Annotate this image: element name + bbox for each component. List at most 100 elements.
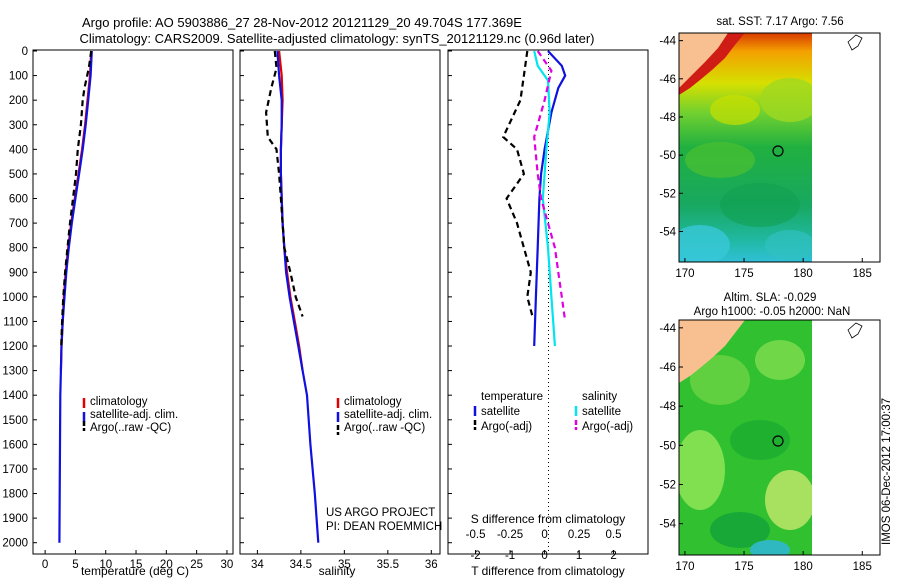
depth-tick-label: 200 <box>9 95 28 107</box>
map-x-tick-label: 180 <box>794 561 813 573</box>
legend-climatology: climatology <box>344 396 402 408</box>
timestamp: IMOS 06-Dec-2012 17:00:37 <box>881 398 893 545</box>
sla-patches <box>679 340 812 555</box>
x-tick-label: 25 <box>190 559 203 571</box>
map-y-tick-label: -46 <box>659 362 676 374</box>
series-line-argo <box>264 50 304 317</box>
map-y-tick-label: -46 <box>659 74 676 86</box>
temperature-panel: 0 5 10 15 20 25 30 0 100 200 300 400 500 600 700 800 90… <box>2 46 452 578</box>
argo-position-marker <box>772 145 784 157</box>
x-tick-label: -2 <box>470 550 480 562</box>
x-tick-label: 1 <box>576 550 582 562</box>
x-tick-label: 0 <box>42 559 48 571</box>
s-tick-label: 0.25 <box>568 529 590 541</box>
difference-series <box>501 50 567 347</box>
temperature-ticks: 0 5 10 15 20 25 30 <box>42 550 233 571</box>
map-y-tick-label: -48 <box>659 112 676 124</box>
s-tick-label: -0.25 <box>497 529 523 541</box>
temperature-plot-frame <box>32 49 234 555</box>
x-tick-label: 10 <box>99 559 112 571</box>
sst-map-frame <box>678 32 881 263</box>
x-tick-label: 30 <box>221 559 234 571</box>
salinity-xlabel: salinity <box>319 564 356 578</box>
depth-tick-label: 1300 <box>2 366 28 378</box>
salinity-plot-frame <box>239 49 441 555</box>
depth-tick-label: 1200 <box>2 341 28 353</box>
depth-tick-label: 600 <box>9 194 28 206</box>
depth-tick-label: 2000 <box>2 538 28 550</box>
s-tick-label: 0.5 <box>606 529 622 541</box>
salinity-diff-ticks: -0.5 -0.25 0 0.25 0.5 <box>466 529 622 541</box>
legend-climatology: climatology <box>90 396 148 408</box>
legend-argo: Argo(..raw -QC) <box>90 422 171 434</box>
depth-tick-label: 1900 <box>2 513 28 525</box>
difference-panel: -2 -1 0 1 2 -0.5 -0.25 0 0.25 0.5 S difference f… <box>447 49 649 578</box>
map-y-tick-label: -54 <box>659 226 676 238</box>
figure-title-line1: Argo profile: AO 5903886_27 28-Nov-2012 … <box>82 15 522 30</box>
legend-argo: Argo(..raw -QC) <box>344 422 425 434</box>
argo-position-marker <box>772 435 784 447</box>
depth-ticks: 0 100 200 300 400 500 600 700 800 900 1000 1100 1200… <box>2 46 452 550</box>
series-line-t-satellite <box>533 50 567 347</box>
salinity-ticks: 34 34.5 35 35.5 36 <box>251 550 438 571</box>
t-diff-label: T difference from climatology <box>471 564 625 578</box>
depth-tick-label: 500 <box>9 169 28 181</box>
depth-tick-label: 0 <box>22 46 28 58</box>
x-tick-label: 5 <box>72 559 78 571</box>
sla-blank <box>812 320 880 555</box>
depth-tick-label: 300 <box>9 120 28 132</box>
series-line-s-satellite <box>533 50 556 347</box>
depth-tick-label: 700 <box>9 218 28 230</box>
depth-tick-label: 1600 <box>2 439 28 451</box>
legend-salinity-title: salinity <box>582 391 617 403</box>
series-line-t-argo <box>501 50 534 317</box>
sla-island <box>847 322 863 339</box>
sla-map-ticks: 170 175 180 185 -44 -46 -48 -50 -52 -54 <box>659 323 871 573</box>
legend-s-satellite: satellite <box>582 406 621 418</box>
legend-satellite: satellite-adj. clim. <box>90 409 178 421</box>
map-x-tick-label: 185 <box>853 268 872 280</box>
map-y-tick-label: -48 <box>659 401 676 413</box>
salinity-series <box>264 50 320 543</box>
depth-tick-label: 100 <box>9 71 28 83</box>
salinity-panel: 34 34.5 35 35.5 36 salinity climatology sate… <box>239 49 442 578</box>
depth-tick-label: 900 <box>9 267 28 279</box>
s-tick-label: -0.5 <box>466 529 486 541</box>
depth-tick-label: 400 <box>9 144 28 156</box>
series-line-climatology <box>59 50 93 371</box>
series-line-argo <box>60 50 93 347</box>
difference-legend: temperature satellite Argo(-adj) salinit… <box>473 391 633 433</box>
legend-s-argo: Argo(-adj) <box>582 421 633 433</box>
depth-tick-label: 1400 <box>2 390 28 402</box>
map-y-tick-label: -44 <box>659 323 676 335</box>
map-x-tick-label: 185 <box>853 561 872 573</box>
x-tick-label: 0 <box>541 550 547 562</box>
pi-annotation: PI: DEAN ROEMMICH <box>326 521 442 533</box>
legend-t-satellite: satellite <box>481 406 520 418</box>
sst-blank <box>812 33 880 262</box>
map-y-tick-label: -44 <box>659 36 676 48</box>
sst-map-ticks: 170 175 180 185 -44 -46 -48 -50 -52 -54 <box>659 36 871 280</box>
s-tick-label: 0 <box>541 529 547 541</box>
map-x-tick-label: 180 <box>794 268 813 280</box>
sst-map-panel: sat. SST: 7.17 Argo: 7.56 <box>659 16 881 280</box>
x-tick-label: 35 <box>338 559 351 571</box>
temperature-xlabel: temperature (deg C) <box>81 564 189 578</box>
s-diff-label: S difference from climatology <box>471 512 626 526</box>
x-tick-label: 2 <box>610 550 616 562</box>
salinity-legend: climatology satellite-adj. clim. Argo(..… <box>336 396 432 435</box>
sst-warm-front <box>679 33 745 95</box>
x-tick-label: 34 <box>251 559 264 571</box>
map-y-tick-label: -54 <box>659 519 676 531</box>
x-tick-label: -1 <box>505 550 515 562</box>
x-tick-label: 36 <box>425 559 438 571</box>
depth-tick-label: 1000 <box>2 292 28 304</box>
depth-tick-label: 1800 <box>2 489 28 501</box>
series-line-satellite <box>276 50 320 543</box>
sla-land <box>679 320 745 383</box>
x-tick-label: 34.5 <box>290 559 312 571</box>
map-x-tick-label: 170 <box>675 268 694 280</box>
sla-subtitle: Argo h1000: -0.05 h2000: NaN <box>694 306 851 318</box>
sst-title: sat. SST: 7.17 Argo: 7.56 <box>716 16 843 28</box>
